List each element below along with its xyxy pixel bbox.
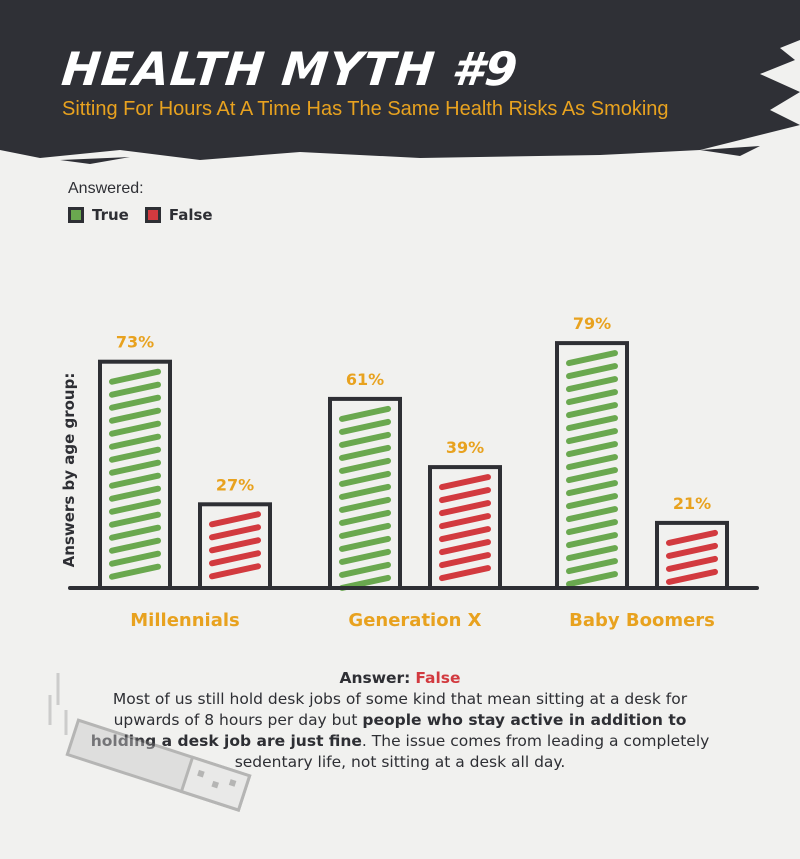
bar-hatch-false-millennials [209,511,261,580]
legend-item-true: True [68,206,129,224]
cigarette-illustration [48,673,252,812]
value-label-false-millennials: 27% [216,475,254,494]
page-subtitle: Sitting For Hours At A Time Has The Same… [62,98,669,120]
bar-true-baby-boomers [555,341,629,590]
bar-false-baby-boomers [655,520,729,590]
legend-swatch-true [68,207,84,223]
legend-swatch-false [144,207,161,223]
answer-heading: Answer: [339,669,411,687]
answer-text-1: Most of us still hold desk jobs of some … [112,690,688,729]
value-label-false-baby-boomers: 21% [673,494,711,513]
bar-hatch-true-baby-boomers [566,350,618,588]
value-label-true-millennials: 73% [116,333,154,352]
bar-hatch-false-generation-x [439,474,491,582]
category-label-generation-x: Generation X [348,610,481,631]
y-axis-label: Answers by age group: [60,373,78,568]
legend-title: Answered: [68,180,144,197]
answer-text-bold: people who stay active in addition to ho… [90,711,687,750]
bar-hatch-true-millennials [109,368,161,580]
bar-false-millennials [198,502,272,590]
bar-true-generation-x [328,396,402,591]
legend: True False [68,206,213,224]
answer-text-2: . The issue comes from leading a complet… [234,732,710,771]
header-banner: HEALTH MYTH #9 Sitting For Hours At A Ti… [0,0,800,175]
value-label-true-baby-boomers: 79% [573,314,611,333]
answer-explanation: Most of us still hold desk jobs of some … [90,689,710,773]
bar-chart: Answers by age group: 73% 61% 79% 27% 39% 21% M… [60,314,759,631]
bar-hatch-false-baby-boomers [666,529,718,585]
page-title: HEALTH MYTH #9 [59,42,521,96]
legend-item-false: False [144,206,213,224]
legend-label-false: False [168,206,213,224]
bar-false-generation-x [428,465,502,591]
category-label-millennials: Millennials [130,610,239,631]
value-label-true-generation-x: 61% [346,370,384,389]
category-label-baby-boomers: Baby Boomers [569,610,715,631]
bar-true-millennials [98,359,172,590]
value-label-false-generation-x: 39% [446,438,484,457]
legend-label-true: True [92,206,129,224]
brush-stroke-background [0,0,800,164]
answer-value: False [415,669,461,687]
bar-hatch-true-generation-x [339,405,391,591]
answer-block: Answer: False Most of us still hold desk… [90,668,710,773]
